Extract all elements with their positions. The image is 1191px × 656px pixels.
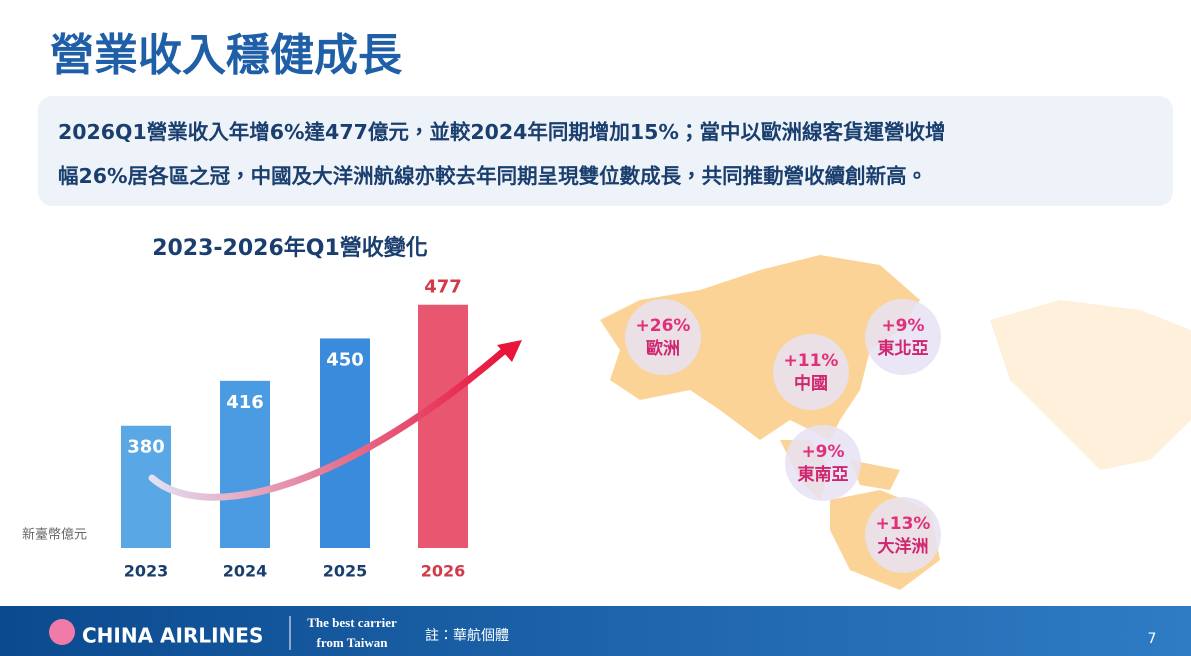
region-name: 中國	[794, 373, 828, 394]
page-number: 7	[1148, 631, 1157, 647]
slide-title: 營業收入穩健成長	[50, 30, 403, 81]
region-change: +26%	[636, 316, 691, 336]
footnote: 註：華航個體	[425, 628, 509, 644]
region-name: 大洋洲	[878, 536, 929, 557]
growth-arrow	[148, 346, 509, 501]
slogan: The best carrier	[307, 615, 397, 630]
bar	[320, 338, 370, 548]
region-bubble	[785, 425, 861, 501]
region-name: 東北亞	[878, 338, 929, 359]
value-label: 477	[424, 277, 462, 298]
x-tick-label: 2023	[124, 562, 169, 581]
value-label: 450	[326, 349, 364, 370]
region-name: 歐洲	[646, 338, 680, 359]
arrow-head	[497, 340, 522, 362]
bar	[220, 380, 270, 548]
region-change: +9%	[801, 442, 844, 462]
slogan: from Taiwan	[317, 635, 389, 650]
region-bubble	[865, 299, 941, 375]
y-axis-label: 新臺幣億元	[22, 527, 87, 543]
summary-line: 幅26%居各區之冠，中國及大洋洲航線亦較去年同期呈現雙位數成長，共同推動營收續創…	[58, 164, 927, 188]
region-change: +13%	[876, 514, 931, 534]
logo	[49, 619, 75, 645]
x-tick-label: 2024	[223, 562, 268, 581]
x-tick-label: 2025	[323, 562, 368, 581]
summary-box	[38, 96, 1173, 206]
bar-chart: 380 2023 416 2024 450 2025 477 2026	[121, 277, 468, 581]
summary-line: 2026Q1營業收入年增6%達477億元，並較2024年同期增加15%；當中以歐…	[58, 120, 945, 144]
x-tick-label: 2026	[421, 562, 466, 581]
region-change: +9%	[881, 316, 924, 336]
region-bubble	[865, 497, 941, 573]
brand: CHINA AIRLINES	[82, 624, 263, 648]
chart-title: 2023-2026年Q1營收變化	[152, 235, 428, 261]
footer-bar	[0, 606, 1191, 656]
value-label: 380	[127, 437, 165, 458]
region-bubble	[773, 334, 849, 410]
region-name: 東南亞	[798, 464, 849, 485]
region-labels: +26%歐洲+9%東北亞+11%中國+9%東南亞+13%大洋洲	[625, 299, 941, 573]
region-change: +11%	[784, 351, 839, 371]
bar	[418, 304, 468, 548]
value-label: 416	[226, 392, 264, 413]
region-bubble	[625, 299, 701, 375]
